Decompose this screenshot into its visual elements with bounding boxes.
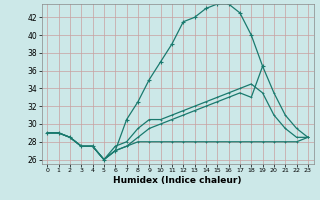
X-axis label: Humidex (Indice chaleur): Humidex (Indice chaleur) — [113, 176, 242, 185]
